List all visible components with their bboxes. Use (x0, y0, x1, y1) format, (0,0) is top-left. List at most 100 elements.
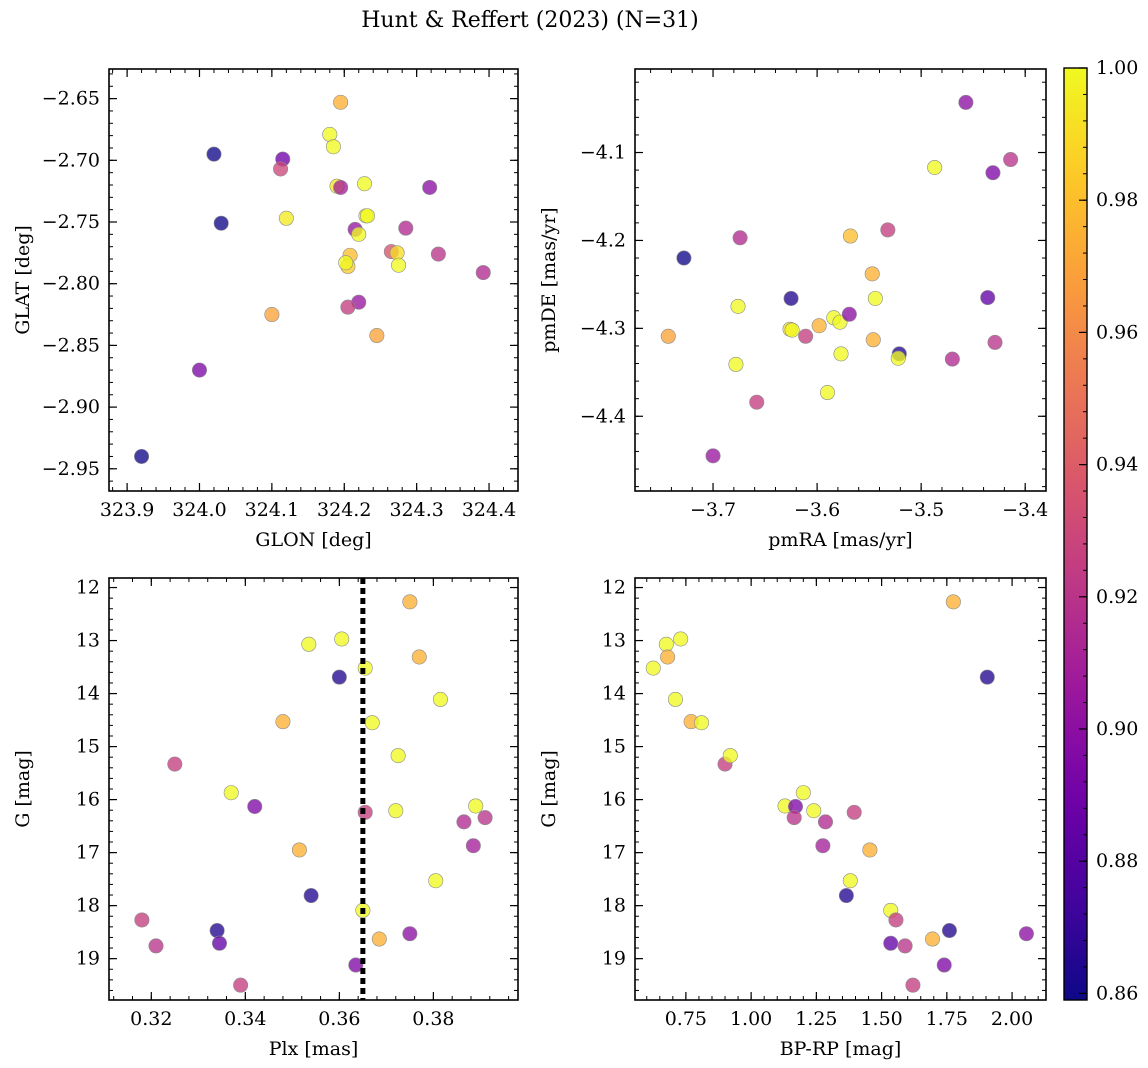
colorbar-tick-label: 0.92 (1096, 586, 1138, 608)
data-point (325, 139, 341, 155)
data-point (783, 290, 799, 306)
x-tick-label: 1.50 (860, 1008, 902, 1030)
data-point (301, 636, 317, 652)
colorbar-tick-label: 1.00 (1096, 57, 1138, 79)
data-point (273, 161, 289, 177)
data-point (645, 660, 661, 676)
panel-bprp-g: 0.75 1.00 1.25 1.50 1.75 2.00 12 13 14 15 16 17 18 19… (538, 577, 1047, 1060)
data-point (864, 266, 880, 282)
y-tick-label: 15 (602, 736, 626, 758)
data-point (338, 255, 354, 271)
y-tick-label: −2.65 (42, 88, 100, 110)
data-point (730, 298, 746, 314)
y-tick-label: 12 (602, 577, 626, 599)
data-point (936, 957, 952, 973)
data-point (673, 631, 689, 647)
y-tick-label: 13 (602, 630, 626, 652)
data-point (945, 594, 961, 610)
y-tick-label: −4.4 (580, 405, 626, 427)
data-point (134, 448, 150, 464)
data-point (211, 935, 227, 951)
data-point (428, 873, 444, 889)
data-point (213, 215, 229, 231)
data-point (351, 226, 367, 242)
minor-ticks (635, 69, 1047, 491)
x-tick-label: 324.2 (317, 499, 371, 521)
panel-glon-glat: 323.9 324.0 324.1 324.2 324.3 324.4 −2.65 −2.70… (12, 68, 519, 551)
data-point (888, 912, 904, 928)
data-point (333, 179, 349, 195)
data-point (865, 332, 881, 348)
data-point (348, 957, 364, 973)
x-tick-label: 2.00 (991, 1008, 1033, 1030)
data-point (278, 210, 294, 226)
data-point (357, 176, 373, 192)
x-tick-label: 324.1 (245, 499, 299, 521)
panel-plx-g: 0.32 0.34 0.36 0.38 12 13 14 15 16 17 18 19 Plx [mas… (12, 577, 519, 1060)
data-point (422, 179, 438, 195)
data-point (477, 810, 493, 826)
x-tick-label: −3.6 (794, 499, 840, 521)
data-point (667, 691, 683, 707)
data-point (819, 385, 835, 401)
scatter-points (134, 594, 493, 993)
axes-frame (634, 68, 1047, 492)
data-point (897, 938, 913, 954)
minor-ticks (109, 69, 518, 491)
data-point (398, 220, 414, 236)
data-point (784, 322, 800, 338)
x-tick-label: 0.32 (130, 1008, 172, 1030)
y-axis-label: G [mag] (538, 750, 560, 828)
data-point (979, 669, 995, 685)
data-point (838, 888, 854, 904)
y-tick-label: −4.3 (580, 317, 626, 339)
data-point (391, 257, 407, 273)
scatter-points (645, 594, 1034, 993)
y-tick-label: 19 (602, 948, 626, 970)
data-point (468, 798, 484, 814)
data-point (749, 394, 765, 410)
y-axis-label: G [mag] (12, 750, 34, 828)
figure-title: Hunt & Reffert (2023) (N=31) (361, 8, 699, 33)
data-point (927, 159, 943, 175)
data-point (728, 356, 744, 372)
colorbar-tick-label: 0.90 (1096, 718, 1138, 740)
x-tick-label: 324.3 (389, 499, 443, 521)
y-tick-label: 14 (76, 683, 100, 705)
data-point (815, 838, 831, 854)
data-point (402, 926, 418, 942)
data-point (475, 265, 491, 281)
y-tick-label: 17 (76, 842, 100, 864)
y-tick-label: 16 (602, 789, 626, 811)
data-point (811, 318, 827, 334)
x-tick-label: 1.75 (926, 1008, 968, 1030)
data-point (247, 798, 263, 814)
data-point (206, 146, 222, 162)
data-point (148, 938, 164, 954)
y-tick-label: −2.70 (42, 149, 100, 171)
colorbar-tick-label: 0.98 (1096, 189, 1138, 211)
data-point (890, 350, 906, 366)
data-point (842, 228, 858, 244)
minor-ticks (635, 578, 1046, 1000)
data-point (722, 748, 738, 764)
data-point (167, 756, 183, 772)
data-point (705, 448, 721, 464)
data-point (880, 222, 896, 238)
data-point (833, 346, 849, 362)
data-point (456, 814, 472, 830)
x-tick-label: −3.7 (690, 499, 736, 521)
data-point (334, 631, 350, 647)
x-axis-label: BP-RP [mag] (780, 1038, 902, 1060)
data-point (223, 785, 239, 801)
x-tick-label: 324.4 (462, 499, 516, 521)
y-tick-label: 13 (76, 630, 100, 652)
data-point (883, 935, 899, 951)
scatter-points (660, 94, 1019, 464)
y-tick-label: −2.75 (42, 211, 100, 233)
y-tick-label: 17 (602, 842, 626, 864)
data-point (333, 94, 349, 110)
data-point (364, 715, 380, 731)
x-tick-label: −3.5 (898, 499, 944, 521)
